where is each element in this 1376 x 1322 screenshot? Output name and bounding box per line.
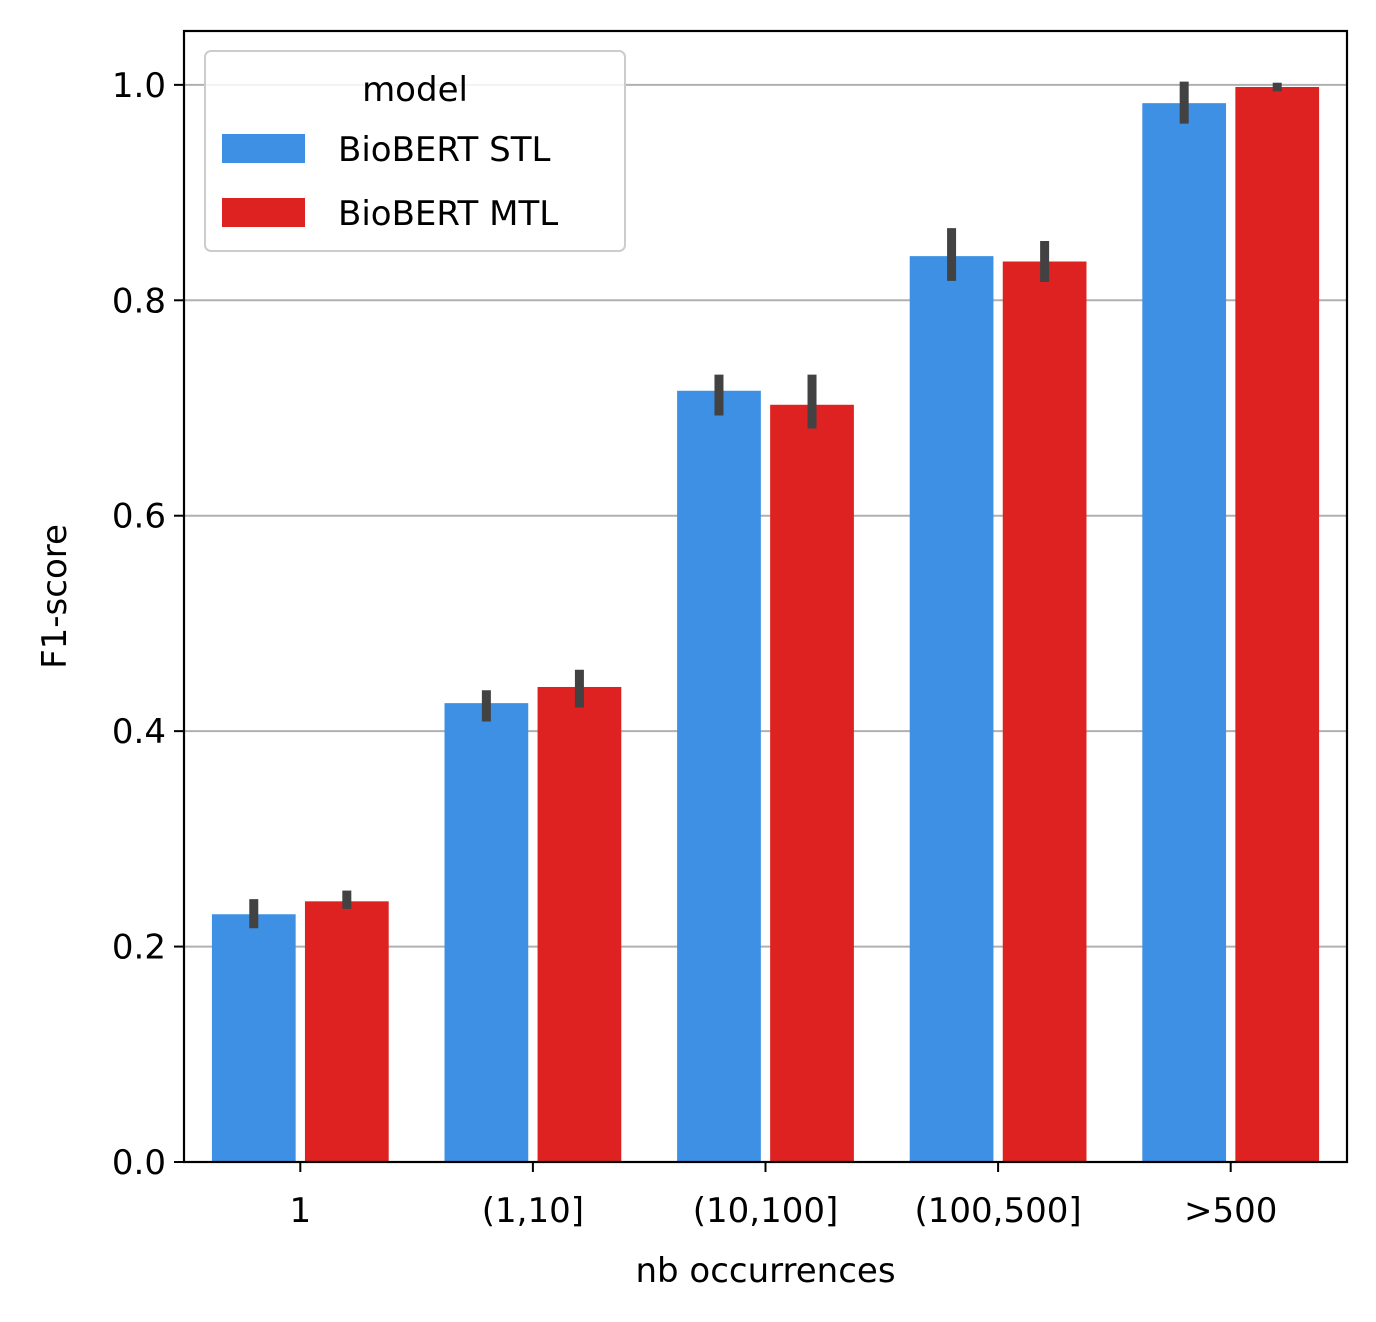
y-tick-label: 0.8	[112, 281, 166, 321]
bar-mtl	[1235, 87, 1320, 1162]
bar-stl	[211, 914, 296, 1162]
y-axis-label: F1-score	[35, 524, 75, 669]
bar-stl	[909, 256, 994, 1162]
x-tick-label: (1,10]	[482, 1191, 584, 1231]
y-tick-label: 0.0	[112, 1143, 166, 1183]
x-tick-label: (10,100]	[693, 1191, 839, 1231]
legend-label: BioBERT MTL	[338, 194, 558, 234]
legend-swatch	[222, 134, 305, 163]
y-tick-label: 1.0	[112, 66, 166, 106]
bar-stl	[1142, 103, 1227, 1162]
x-tick-label: (100,500]	[915, 1191, 1082, 1231]
legend-label: BioBERT STL	[338, 130, 550, 170]
x-axis-label: nb occurrences	[635, 1251, 895, 1291]
legend-title: model	[362, 70, 468, 110]
bar-stl	[444, 703, 529, 1162]
legend: model BioBERT STL BioBERT MTL	[204, 50, 626, 252]
bar-mtl	[1002, 261, 1087, 1163]
x-tick-label: >500	[1184, 1191, 1277, 1231]
bar-stl	[677, 390, 761, 1162]
legend-swatch	[222, 198, 305, 227]
error-bars	[249, 81, 1282, 929]
bars	[211, 87, 1320, 1163]
legend-items: BioBERT STL BioBERT MTL	[222, 130, 558, 234]
y-axis-ticks: 0.0 0.2 0.4 0.6 0.8 1.0	[112, 66, 184, 1183]
bar-mtl	[537, 686, 622, 1162]
x-axis-ticks: 1 (1,10] (10,100] (100,500] >500	[289, 1162, 1277, 1231]
bar-mtl	[770, 404, 854, 1163]
y-tick-label: 0.6	[112, 497, 166, 537]
x-tick-label: 1	[289, 1191, 311, 1231]
legend-box	[204, 50, 626, 252]
y-tick-label: 0.4	[112, 712, 166, 752]
y-tick-label: 0.2	[112, 928, 166, 968]
bar-mtl	[304, 901, 389, 1162]
